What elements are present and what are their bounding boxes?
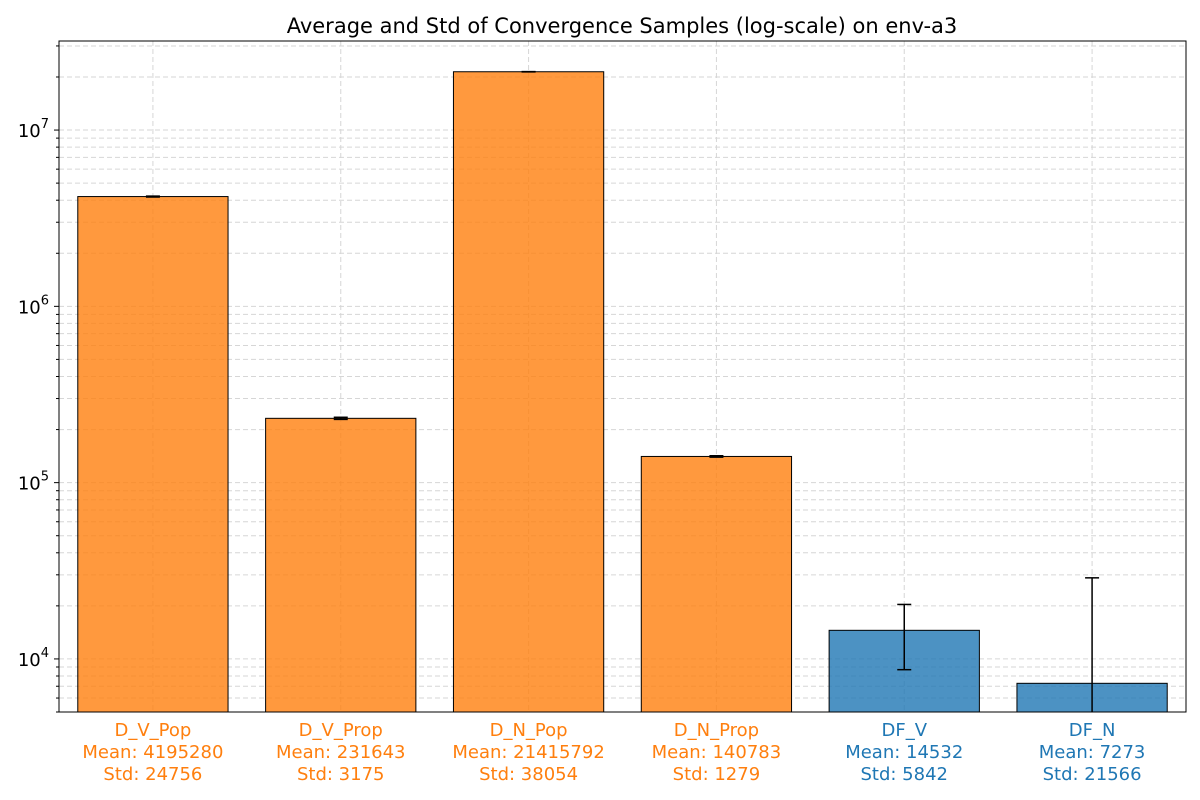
category-name: D_V_Prop: [299, 720, 383, 741]
mean-label: Mean: 14532: [845, 742, 963, 763]
grid: [54, 41, 1186, 713]
mean-label: Mean: 140783: [652, 742, 782, 763]
y-tick-exponent: 7: [41, 117, 49, 132]
plot-frame: [58, 40, 1187, 713]
y-tick-label: 106: [18, 293, 49, 318]
category-name: D_N_Prop: [674, 720, 759, 741]
mean-label: Mean: 4195280: [82, 742, 223, 763]
y-tick-label: 104: [18, 646, 49, 671]
std-label: Std: 5842: [860, 764, 948, 785]
y-tick-base: 10: [18, 121, 41, 142]
std-label: Std: 24756: [103, 764, 202, 785]
y-tick-base: 10: [18, 474, 41, 495]
bar-d-n-pop: [452, 71, 605, 713]
error-bars: [145, 70, 1100, 712]
mean-label: Mean: 231643: [276, 742, 406, 763]
category-name: D_V_Pop: [115, 720, 192, 741]
chart-title: Average and Std of Convergence Samples (…: [287, 14, 958, 38]
std-label: Std: 3175: [297, 764, 385, 785]
y-tick-base: 10: [18, 650, 41, 671]
y-tick-base: 10: [18, 297, 41, 318]
category-name: DF_V: [881, 720, 927, 741]
std-label: Std: 1279: [673, 764, 761, 785]
std-label: Std: 21566: [1043, 764, 1142, 785]
mean-label: Mean: 21415792: [452, 742, 604, 763]
category-name: DF_N: [1069, 720, 1116, 741]
bar-d-n-prop: [640, 455, 793, 713]
y-tick-exponent: 6: [41, 293, 49, 308]
mean-label: Mean: 7273: [1039, 742, 1146, 763]
y-tick-exponent: 4: [41, 646, 49, 661]
std-label: Std: 38054: [479, 764, 578, 785]
bar-d-v-pop: [77, 196, 229, 713]
y-tick-label: 105: [18, 470, 49, 495]
category-name: D_N_Pop: [490, 720, 568, 741]
bars: [77, 71, 1168, 713]
y-tick-exponent: 5: [41, 470, 49, 485]
y-tick-label: 107: [18, 117, 49, 142]
bar-d-v-prop: [265, 417, 417, 713]
